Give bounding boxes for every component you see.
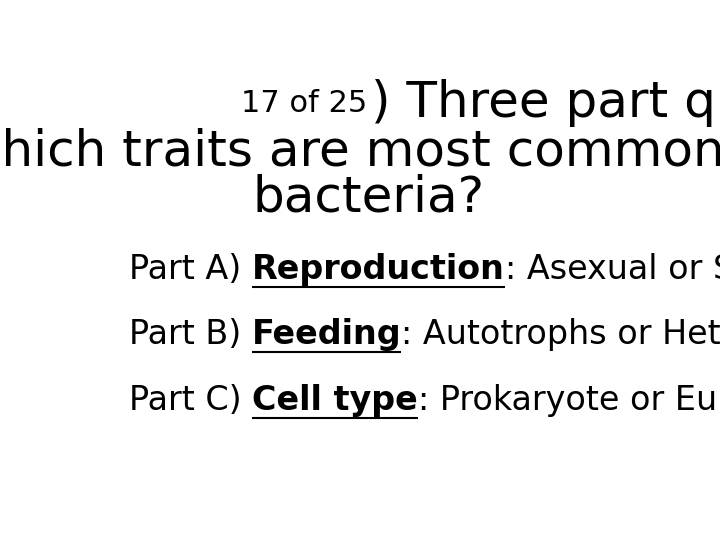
- Text: Part C): Part C): [129, 384, 252, 417]
- Text: Reproduction: Reproduction: [251, 253, 505, 286]
- Text: 17 of 25: 17 of 25: [241, 89, 367, 118]
- Text: Which traits are most common in: Which traits are most common in: [0, 127, 720, 175]
- Text: Part B): Part B): [129, 318, 251, 350]
- Text: Part A): Part A): [129, 253, 251, 286]
- Text: Cell type: Cell type: [252, 384, 418, 417]
- Text: : Autotrophs or Heterotrophs: : Autotrophs or Heterotrophs: [401, 318, 720, 350]
- Text: Feeding: Feeding: [251, 318, 401, 350]
- Text: : Prokaryote or Eukaryote: : Prokaryote or Eukaryote: [418, 384, 720, 417]
- Text: : Asexual or Sexual: : Asexual or Sexual: [505, 253, 720, 286]
- Text: ) Three part question:: ) Three part question:: [371, 79, 720, 127]
- Text: bacteria?: bacteria?: [253, 173, 485, 221]
